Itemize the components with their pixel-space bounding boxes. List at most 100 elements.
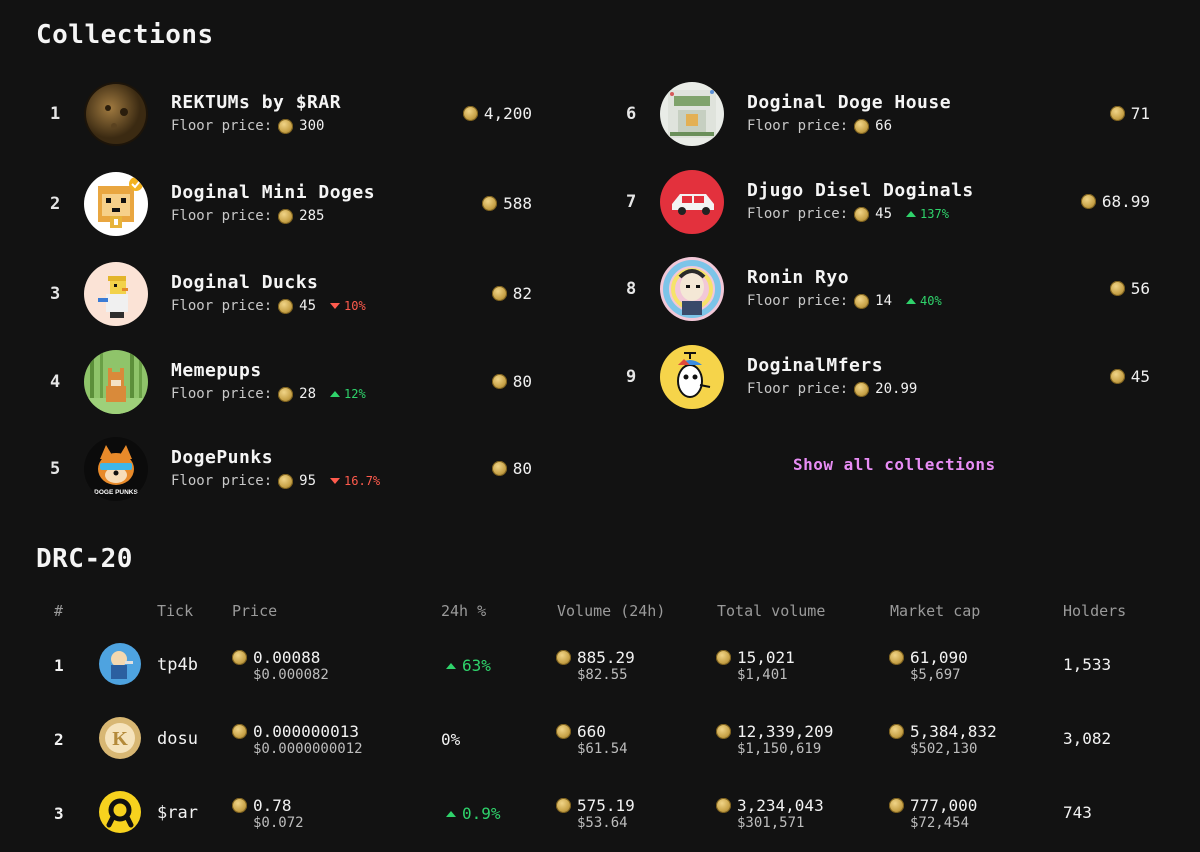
collection-avatar-doge-house xyxy=(660,82,724,146)
floor-change: 10% xyxy=(330,299,366,313)
price-usd: $0.0000000012 xyxy=(253,741,363,757)
dogecoin-icon xyxy=(232,724,247,739)
collection-row[interactable]: 9 DoginalMfers Floor price: 20.99 45 xyxy=(626,345,1156,415)
floor-label: Floor price: xyxy=(171,386,273,402)
change-value: 137% xyxy=(920,207,949,221)
volume-value: 588 xyxy=(503,194,532,213)
dogecoin-icon xyxy=(716,798,731,813)
collection-row[interactable]: 6 Doginal Doge House Floor price: 66 71 xyxy=(626,82,1156,152)
collection-floor: Floor price: 45 137% xyxy=(747,206,949,222)
row-volume: 885.29 $82.55 xyxy=(556,648,635,683)
drc20-row[interactable]: 3 $rar 0.78 $0.072 0.9% 575.19 $53.64 3,… xyxy=(0,790,1200,850)
dogecoin-icon xyxy=(232,798,247,813)
collection-rank: 7 xyxy=(626,192,637,212)
token-avatar-tp4b xyxy=(99,643,141,685)
volume-usd: $53.64 xyxy=(577,815,628,831)
collection-rank: 8 xyxy=(626,279,637,299)
collection-volume: 56 xyxy=(1109,279,1150,298)
collection-name: DoginalMfers xyxy=(747,355,884,376)
triangle-up-icon xyxy=(906,298,917,304)
mcap-value: 777,000 xyxy=(910,796,978,815)
row-total-volume: 12,339,209 $1,150,619 xyxy=(716,722,833,757)
collection-volume: 82 xyxy=(491,284,532,303)
header-total-volume[interactable]: Total volume xyxy=(717,602,826,620)
row-volume: 575.19 $53.64 xyxy=(556,796,635,831)
dogecoin-icon xyxy=(556,650,571,665)
row-24h-change: 0.9% xyxy=(446,804,501,823)
total-usd: $301,571 xyxy=(737,815,805,831)
header-market-cap[interactable]: Market cap xyxy=(890,602,981,620)
collection-row[interactable]: 4 Memepups Floor price: 28 12% 80 xyxy=(50,350,540,420)
collection-avatar-djugo xyxy=(660,170,724,234)
floor-value: 285 xyxy=(299,208,325,224)
dogecoin-icon xyxy=(278,298,294,314)
collection-name: Memepups xyxy=(171,360,262,381)
header-holders[interactable]: Holders xyxy=(1063,602,1127,620)
triangle-down-icon xyxy=(330,303,341,309)
floor-value: 300 xyxy=(299,118,325,134)
collection-row[interactable]: 5 DOGE PUNKS DogePunks Floor price: 95 1… xyxy=(50,437,540,507)
floor-value: 66 xyxy=(875,118,893,134)
change-value: 63% xyxy=(462,656,491,675)
collections-title: Collections xyxy=(36,20,214,50)
mcap-usd: $502,130 xyxy=(910,741,978,757)
triangle-up-icon xyxy=(446,662,456,669)
header-volume-24h[interactable]: Volume (24h) xyxy=(557,602,666,620)
collection-volume: 45 xyxy=(1109,367,1150,386)
collection-row[interactable]: 3 Doginal Ducks Floor price: 45 10% 82 xyxy=(50,262,540,332)
row-price: 0.000000013 $0.0000000012 xyxy=(232,722,363,757)
volume-usd: $82.55 xyxy=(577,667,628,683)
drc20-row[interactable]: 1 tp4b 0.00088 $0.000082 63% 885.29 $82.… xyxy=(0,642,1200,702)
drc20-row[interactable]: 2 K dosu 0.000000013 $0.0000000012 0% 66… xyxy=(0,716,1200,776)
collection-floor: Floor price: 20.99 xyxy=(747,381,917,397)
row-24h-change: 0% xyxy=(441,730,460,749)
row-price: 0.00088 $0.000082 xyxy=(232,648,329,683)
row-tick: tp4b xyxy=(157,655,198,675)
floor-label: Floor price: xyxy=(747,118,849,134)
show-all-collections-link[interactable]: Show all collections xyxy=(793,455,996,474)
floor-label: Floor price: xyxy=(747,381,849,397)
collection-row[interactable]: 8 Ronin Ryo Floor price: 14 40% 56 xyxy=(626,257,1156,327)
collection-row[interactable]: 1 REKTUMs by $RAR Floor price: 300 4,200 xyxy=(50,82,540,152)
header-tick[interactable]: Tick xyxy=(157,602,194,620)
row-holders: 1,533 xyxy=(1063,655,1112,674)
collection-avatar-ronin-ryo xyxy=(660,257,724,321)
dogecoin-icon xyxy=(556,724,571,739)
header-24h-change[interactable]: 24h % xyxy=(441,602,487,620)
floor-value: 20.99 xyxy=(875,381,918,397)
header-rank: # xyxy=(54,602,64,620)
total-usd: $1,150,619 xyxy=(737,741,822,757)
dogecoin-icon xyxy=(482,196,498,211)
drc20-title: DRC-20 xyxy=(36,544,133,574)
collection-floor: Floor price: 66 xyxy=(747,118,892,134)
volume-value: 45 xyxy=(1130,367,1150,386)
price-usd: $0.072 xyxy=(253,815,304,831)
collection-avatar-mini-doges xyxy=(84,172,148,236)
floor-value: 45 xyxy=(875,206,893,222)
dogecoin-icon xyxy=(716,724,731,739)
collection-row[interactable]: 2 Doginal Mini Doges Floor price: 285 58… xyxy=(50,172,540,242)
collection-floor: Floor price: 300 xyxy=(171,118,324,134)
mcap-value: 61,090 xyxy=(910,648,968,667)
change-value: 16.7% xyxy=(344,474,381,488)
dogecoin-icon xyxy=(491,374,507,389)
price-usd: $0.000082 xyxy=(253,667,329,683)
collection-rank: 2 xyxy=(50,194,61,214)
price-value: 0.000000013 xyxy=(253,722,359,741)
collection-name: Doginal Mini Doges xyxy=(171,182,376,203)
collection-volume: 71 xyxy=(1109,104,1150,123)
header-price[interactable]: Price xyxy=(232,602,278,620)
collection-rank: 6 xyxy=(626,104,637,124)
collection-name: Doginal Ducks xyxy=(171,272,319,293)
price-value: 0.78 xyxy=(253,796,292,815)
dogecoin-icon xyxy=(854,118,870,134)
token-avatar-rar xyxy=(99,791,141,833)
collection-floor: Floor price: 14 40% xyxy=(747,293,942,309)
collection-avatar-memepups xyxy=(84,350,148,414)
mcap-usd: $72,454 xyxy=(910,815,970,831)
dogecoin-icon xyxy=(889,724,904,739)
dogecoin-icon xyxy=(889,650,904,665)
floor-label: Floor price: xyxy=(747,206,849,222)
dogecoin-icon xyxy=(1109,281,1125,296)
collection-row[interactable]: 7 Djugo Disel Doginals Floor price: 45 1… xyxy=(626,170,1156,240)
